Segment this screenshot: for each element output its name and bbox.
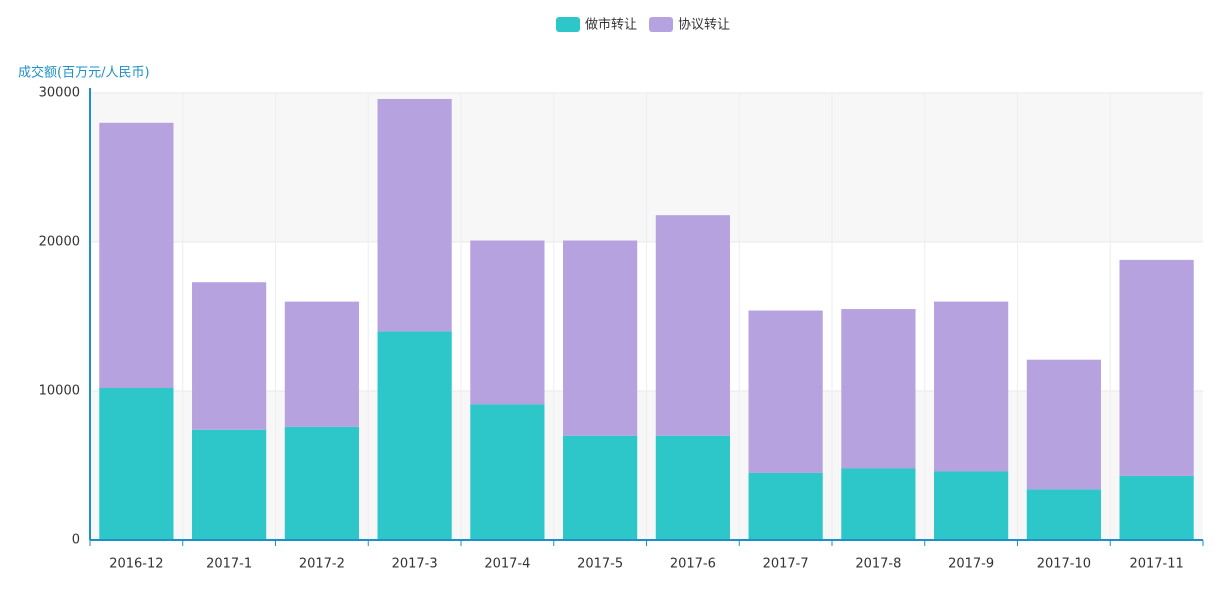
bar	[470, 404, 545, 540]
bar	[284, 426, 359, 540]
y-tick-label: 0	[72, 533, 80, 548]
bar	[99, 388, 174, 540]
x-tick-label: 2017-9	[948, 557, 994, 572]
bar	[377, 98, 452, 332]
bar	[377, 331, 452, 540]
bar	[655, 435, 730, 540]
bar	[1119, 475, 1194, 540]
legend-label: 协议转让	[678, 18, 730, 33]
y-axis-title: 成交额(百万元/人民币)	[18, 65, 150, 81]
bar	[99, 122, 174, 389]
bar	[748, 472, 823, 540]
x-tick-label: 2017-2	[299, 557, 345, 572]
x-tick-label: 2017-3	[392, 557, 438, 572]
x-tick-label: 2016-12	[109, 557, 163, 572]
bar	[563, 435, 638, 540]
legend-swatch	[649, 17, 674, 32]
x-tick-label: 2017-6	[670, 557, 716, 572]
x-tick-label: 2017-11	[1129, 557, 1183, 572]
bar	[1026, 359, 1101, 490]
bar	[655, 215, 730, 436]
bar	[748, 310, 823, 473]
x-tick-label: 2017-5	[577, 557, 623, 572]
bar	[841, 309, 916, 469]
bar	[1026, 489, 1101, 540]
bar	[841, 468, 916, 540]
x-tick-label: 2017-7	[763, 557, 809, 572]
y-tick-label: 30000	[39, 86, 80, 101]
x-tick-label: 2017-10	[1037, 557, 1091, 572]
x-tick-label: 2017-4	[484, 557, 530, 572]
x-tick-label: 2017-1	[206, 557, 252, 572]
y-tick-label: 10000	[39, 384, 80, 399]
x-tick-label: 2017-8	[855, 557, 901, 572]
legend-swatch	[556, 17, 580, 32]
bar	[192, 282, 267, 430]
legend-label: 做市转让	[585, 17, 637, 33]
y-tick-label: 20000	[39, 235, 80, 250]
bar	[470, 240, 545, 405]
bar	[284, 301, 359, 427]
bar	[934, 471, 1009, 540]
bar	[1119, 259, 1194, 476]
bar	[563, 240, 638, 436]
bar	[934, 301, 1009, 472]
bar	[192, 429, 267, 540]
